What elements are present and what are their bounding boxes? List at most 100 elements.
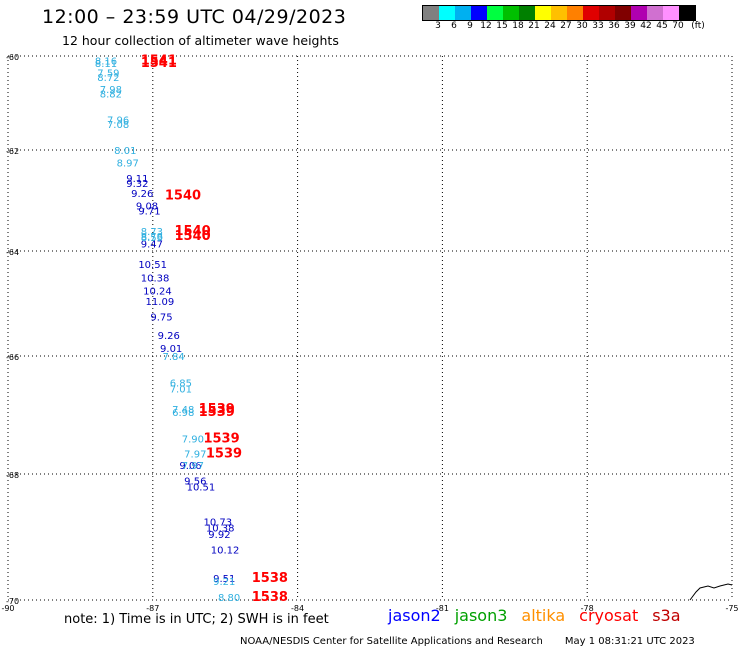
wave-height-label-altika: 8.73: [141, 227, 163, 238]
wave-height-label-cryosat: 1541: [141, 56, 177, 71]
longitude-label: -87: [146, 604, 159, 613]
wave-height-label-jason2: 10.24: [143, 286, 172, 297]
wave-height-label-altika: 8.59: [141, 233, 163, 244]
longitude-label: -81: [436, 604, 449, 613]
wave-height-label-jason2: 10.73: [203, 517, 232, 528]
wave-height-label-cryosat: 1540: [165, 188, 201, 203]
longitude-label: -78: [581, 604, 594, 613]
wave-height-label-altika: 8.80: [218, 593, 240, 604]
longitude-label: -84: [291, 604, 304, 613]
color-scale-cell: [679, 6, 695, 20]
color-scale-cell: [519, 6, 535, 20]
wave-height-label-cryosat: 1539: [199, 402, 235, 417]
wave-height-label-jason2: 9.08: [136, 202, 158, 213]
color-scale-tick: 9: [467, 21, 473, 31]
wave-height-points: 9.119.329.269.089.719.4710.5110.3810.241…: [95, 54, 288, 605]
wave-height-label-altika: 8.16: [95, 57, 117, 68]
color-scale-tick: 12: [480, 21, 492, 31]
wave-height-label-altika: 8.11: [95, 59, 117, 70]
wave-height-label-altika: 6.98: [172, 408, 194, 419]
latitude-label: -60: [6, 53, 19, 62]
latitude-label: -70: [6, 597, 19, 606]
color-scale-tick: 42: [640, 21, 652, 31]
color-scale-cell: [471, 6, 487, 20]
color-scale-bar: [422, 5, 696, 21]
wave-height-label-cryosat: 1538: [252, 571, 288, 586]
color-scale-cell: [487, 6, 503, 20]
wave-height-label-cryosat: 1538: [252, 590, 288, 605]
wave-height-label-jason2: 11.09: [146, 297, 175, 308]
wave-height-label-jason2: 10.38: [141, 273, 170, 284]
wave-height-label-jason2: 9.71: [138, 207, 160, 218]
longitude-label: -75: [725, 604, 738, 613]
color-scale-cell: [615, 6, 631, 20]
credit-line: NOAA/NESDIS Center for Satellite Applica…: [240, 636, 695, 647]
color-scale-tick: 21: [528, 21, 540, 31]
wave-height-label-jason2: 9.06: [179, 461, 201, 472]
wave-height-label-jason2: 9.32: [126, 179, 148, 190]
color-scale-cell: [631, 6, 647, 20]
color-scale-cell: [647, 6, 663, 20]
color-scale-cell: [439, 6, 455, 20]
wave-height-label-jason2: 9.47: [141, 239, 163, 250]
footer-note: note: 1) Time is in UTC; 2) SWH is in fe…: [64, 612, 329, 627]
color-scale-cell: [455, 6, 471, 20]
color-scale-tick: 33: [592, 21, 604, 31]
color-scale-tick: 36: [608, 21, 620, 31]
wave-height-label-cryosat: 1539: [199, 405, 235, 420]
color-scale-tick: 27: [560, 21, 572, 31]
wave-height-label-jason2: 9.01: [160, 344, 182, 355]
color-scale-tick: 3: [435, 21, 441, 31]
wave-height-label-altika: 7.08: [107, 120, 129, 131]
map-grid: [7, 55, 733, 601]
wave-height-label-cryosat: 1540: [175, 229, 211, 244]
color-scale-tick: 24: [544, 21, 556, 31]
wave-height-label-altika: 6.85: [170, 379, 192, 390]
color-scale-cell: [599, 6, 615, 20]
wave-height-label-jason2: 9.26: [131, 189, 153, 200]
wave-height-label-jason2: 9.75: [150, 313, 172, 324]
longitude-labels: -90 -87 -84 -81 -78 -75: [1, 604, 738, 613]
wave-height-label-cryosat: 1541: [141, 54, 177, 69]
latitude-label: -62: [6, 147, 19, 156]
wave-height-label-jason2: 9.26: [158, 331, 180, 342]
wave-height-label-jason2: 10.51: [187, 483, 216, 494]
latitude-labels: -60 -62 -64 -66 -68 -70: [6, 53, 19, 606]
wave-height-label-altika: 8.97: [117, 159, 139, 170]
wave-height-label-cryosat: 1539: [206, 446, 242, 461]
color-scale-tick: 39: [624, 21, 636, 31]
wave-height-label-jason2: 9.11: [126, 174, 148, 185]
wave-height-label-altika: 7.96: [107, 115, 129, 126]
wave-height-label-jason2: 9.56: [184, 476, 206, 487]
coastline-path: [689, 583, 733, 601]
color-scale-cell: [535, 6, 551, 20]
wave-height-label-altika: 8.78: [141, 232, 163, 243]
latitude-label: -68: [6, 471, 19, 480]
wave-height-label-jason2: 9.92: [208, 530, 230, 541]
wave-height-label-cryosat: 1539: [203, 432, 239, 447]
wave-height-label-jason2: 10.51: [138, 260, 167, 271]
color-scale-tick: 45: [656, 21, 668, 31]
legend-jason2: jason2: [388, 606, 441, 625]
color-scale-cell: [567, 6, 583, 20]
wave-height-label-cryosat: 1540: [175, 224, 211, 239]
color-scale-tick: 15: [496, 21, 508, 31]
color-scale-tick: 6: [451, 21, 457, 31]
longitude-label: -90: [1, 604, 14, 613]
latitude-label: -66: [6, 353, 19, 362]
color-scale-unit: (ft): [691, 21, 705, 31]
legend-s3a: s3a: [652, 606, 681, 625]
legend-jason3: jason3: [454, 606, 508, 625]
legend-cryosat: cryosat: [579, 606, 639, 625]
wave-height-label-altika: 8.72: [97, 73, 119, 84]
wave-height-label-altika: 9.21: [213, 577, 235, 588]
wave-height-label-altika: 7.84: [162, 352, 184, 363]
wave-height-label-jason2: 9.51: [213, 574, 235, 585]
page-subtitle: 12 hour collection of altimeter wave hei…: [62, 33, 339, 48]
wave-height-label-altika: 7.98: [100, 85, 122, 96]
color-scale-tick: 18: [512, 21, 524, 31]
color-scale-cell: [583, 6, 599, 20]
color-scale-cell: [663, 6, 679, 20]
wave-height-label-altika: 7.01: [170, 384, 192, 395]
